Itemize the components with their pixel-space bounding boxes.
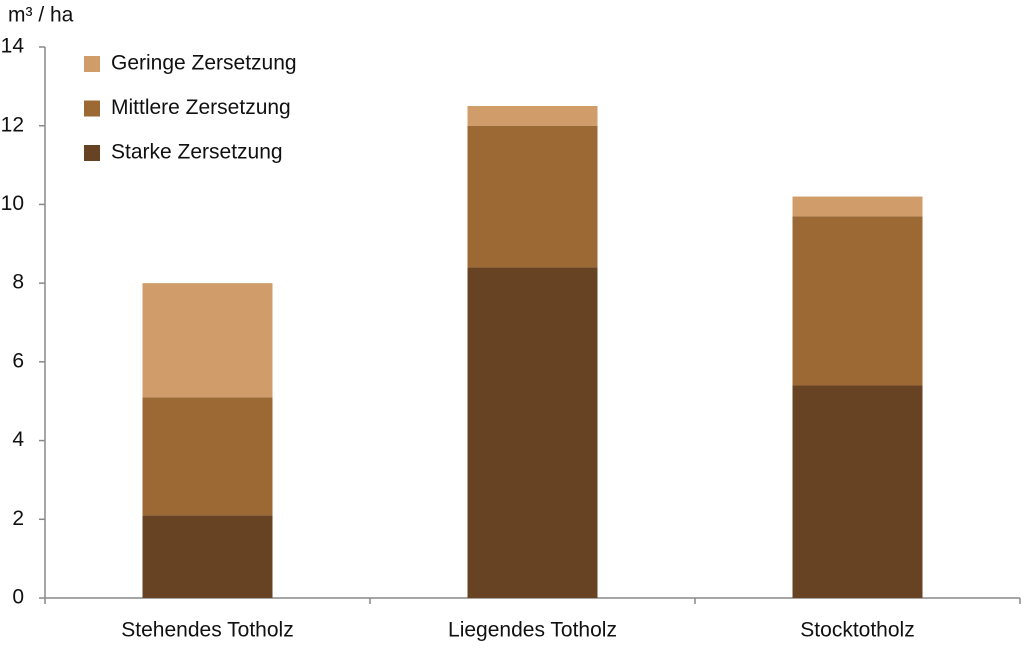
legend-swatch bbox=[84, 100, 100, 117]
bar-segment bbox=[142, 397, 273, 516]
bar-segment bbox=[792, 196, 923, 217]
legend-label: Starke Zersetzung bbox=[111, 141, 283, 164]
legend-label: Geringe Zersetzung bbox=[111, 52, 297, 75]
bar-segment bbox=[467, 267, 598, 598]
bar-segment bbox=[467, 106, 598, 126]
legend-swatch bbox=[84, 145, 100, 161]
y-tick-label: 12 bbox=[1, 113, 24, 136]
y-tick-label: 8 bbox=[12, 271, 24, 294]
bar-segment bbox=[792, 385, 923, 598]
legend-label: Mittlere Zersetzung bbox=[111, 96, 291, 119]
x-tick-label: Stocktotholz bbox=[800, 619, 914, 642]
bar-segment bbox=[792, 216, 923, 386]
y-tick-label: 6 bbox=[12, 349, 24, 372]
y-axis-label: m³ / ha bbox=[8, 4, 74, 27]
bar-segment bbox=[142, 283, 273, 398]
y-tick-label: 14 bbox=[1, 35, 25, 58]
legend-swatch bbox=[84, 56, 100, 72]
x-tick-label: Stehendes Totholz bbox=[121, 619, 293, 642]
bar-segment bbox=[467, 125, 598, 268]
y-tick-label: 0 bbox=[12, 586, 24, 609]
x-tick-label: Liegendes Totholz bbox=[448, 619, 617, 642]
y-tick-label: 10 bbox=[1, 192, 24, 215]
y-tick-label: 4 bbox=[12, 428, 24, 451]
bar-segment bbox=[142, 515, 273, 598]
y-tick-label: 2 bbox=[12, 507, 24, 530]
